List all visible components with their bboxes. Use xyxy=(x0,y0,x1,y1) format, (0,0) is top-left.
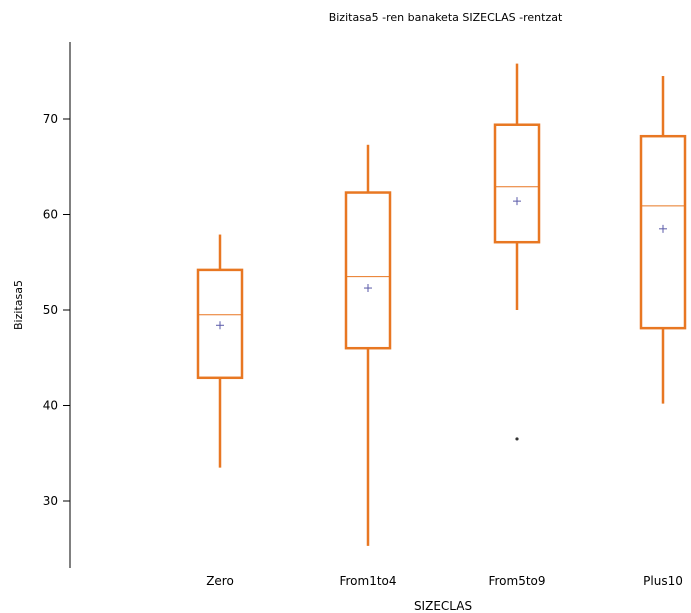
x-tick-labels: Zero From1to4 From5to9 Plus10 xyxy=(206,574,683,588)
boxes xyxy=(196,63,687,546)
x-tick-label: From1to4 xyxy=(339,574,396,588)
y-tick-label: 30 xyxy=(43,494,58,508)
y-tick-label: 60 xyxy=(43,208,58,222)
box-from5to9 xyxy=(493,63,541,441)
iqr-box xyxy=(196,268,244,380)
y-axis-label: Bizitasa5 xyxy=(12,280,25,330)
box-zero xyxy=(196,234,244,468)
y-tick-label: 50 xyxy=(43,303,58,317)
y-tick-label: 40 xyxy=(43,399,58,413)
iqr-box xyxy=(639,134,687,330)
box-from1to4 xyxy=(344,144,392,546)
x-tick-label: Plus10 xyxy=(643,574,683,588)
y-ticks: 30 40 50 60 70 xyxy=(43,112,70,508)
outlier-point xyxy=(515,437,519,441)
chart-title: Bizitasa5 -ren banaketa SIZECLAS -rentza… xyxy=(328,11,563,24)
y-tick-label: 70 xyxy=(43,112,58,126)
box-plus10 xyxy=(639,76,687,404)
x-tick-label: From5to9 xyxy=(488,574,545,588)
x-axis-label: SIZECLAS xyxy=(414,599,472,613)
iqr-box xyxy=(493,123,541,244)
x-tick-label: Zero xyxy=(206,574,234,588)
iqr-box xyxy=(344,191,392,350)
